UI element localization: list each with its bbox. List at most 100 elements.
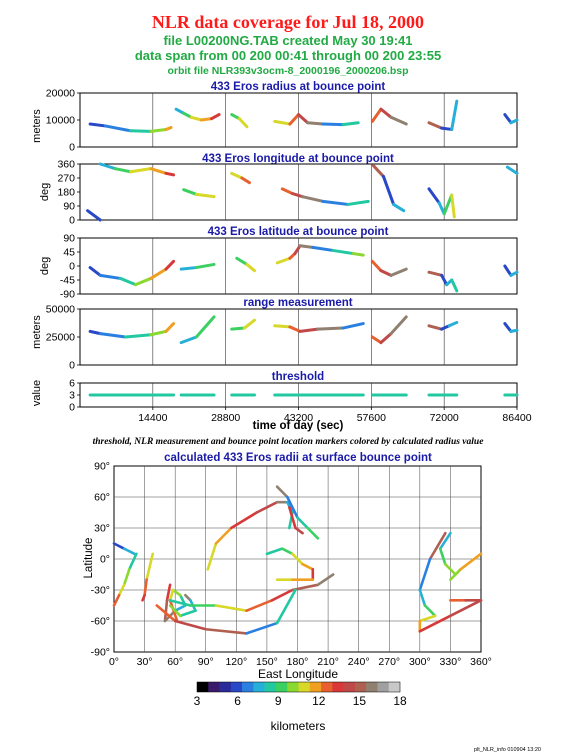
threshold-panel-title: threshold	[272, 371, 324, 383]
data-segment	[194, 315, 216, 339]
colorbar-tick-label: 3	[194, 694, 201, 708]
threshold-panel: threshold value 036 14400 28800 43200 57600 7…	[31, 371, 532, 432]
track-8	[275, 485, 320, 540]
track-segment	[418, 557, 432, 592]
data-segment	[210, 113, 221, 121]
data-segment	[242, 318, 256, 330]
data-segment	[240, 176, 251, 185]
map-x-tick-label: 240°	[348, 656, 370, 668]
series-3	[273, 113, 360, 127]
data-segment	[98, 332, 128, 339]
threshold-ylabel: value	[31, 380, 43, 406]
x-tick-label: 14400	[138, 412, 167, 424]
series-5	[427, 320, 459, 331]
data-segment	[149, 329, 168, 337]
track-segment	[141, 593, 146, 602]
map-title: calculated 433 Eros radii at surface bou…	[164, 452, 432, 464]
data-segment	[230, 326, 246, 331]
data-segment	[440, 126, 454, 131]
series-2	[182, 188, 216, 199]
series-1	[98, 162, 176, 177]
data-segment	[509, 118, 519, 125]
radius-plot-area: 0 10000 20000	[46, 88, 519, 154]
data-segment	[381, 174, 396, 206]
track-2	[141, 552, 155, 602]
track-segment	[423, 604, 437, 618]
series-1	[179, 315, 216, 345]
colorbar-cells	[196, 681, 401, 693]
data-segment	[86, 209, 102, 222]
series-3	[230, 171, 251, 185]
map-x-tick-label: 180°	[287, 656, 309, 668]
latitude-ylabel: deg	[39, 257, 51, 275]
longitude-panel-title: 433 Eros longitude at bounce point	[202, 153, 394, 165]
colorbar-label: kilometers	[271, 719, 326, 733]
map-y-tick-label: 30°	[94, 523, 110, 535]
figure-caption: threshold, NLR measurement and bounce po…	[93, 437, 485, 447]
radii-map-panel: calculated 433 Eros radii at surface bou…	[83, 452, 492, 681]
data-segment	[129, 167, 153, 174]
colorbar-cell	[366, 682, 378, 692]
data-segment	[392, 202, 406, 213]
series-5	[427, 99, 459, 131]
series-4	[370, 107, 408, 126]
data-span-info: data span from 00 200 00:41 through 00 2…	[135, 48, 441, 63]
track-1	[112, 552, 138, 607]
track-segment	[245, 599, 274, 612]
track-segment	[288, 506, 297, 530]
track-segment	[143, 578, 148, 597]
radius-ylabel: meters	[31, 109, 43, 143]
x-tick-label: 43200	[284, 412, 313, 424]
y-tick-label: 25000	[46, 332, 75, 344]
data-segment	[273, 119, 292, 126]
data-segment	[194, 262, 216, 270]
series-3	[273, 322, 365, 333]
map-ylabel: Latitude	[83, 538, 95, 579]
track-segment	[173, 604, 187, 612]
y-tick-label: 0	[69, 402, 75, 414]
x-tick-label: 72000	[430, 412, 459, 424]
track-segment	[206, 542, 218, 571]
longitude-panel: 433 Eros longitude at bounce point deg 0…	[39, 153, 519, 227]
track-segment	[438, 531, 452, 550]
series-6	[503, 322, 519, 333]
colorbar-cell	[377, 682, 390, 692]
data-segment	[503, 322, 513, 333]
longitude-plot-area: 0 90 180 270 360	[57, 159, 519, 227]
radius-panel-title: 433 Eros radius at bounce point	[211, 81, 386, 93]
track-segment	[122, 568, 131, 587]
data-segment	[298, 244, 315, 249]
data-segment	[98, 273, 122, 280]
data-segment	[450, 278, 459, 293]
data-segment	[149, 127, 168, 133]
radius-panel: 433 Eros radius at bounce point meters 0…	[31, 81, 519, 154]
track-segment	[173, 619, 208, 631]
data-segment	[164, 126, 173, 131]
data-segment	[321, 122, 345, 127]
series-0	[86, 209, 102, 222]
track-segment	[265, 547, 284, 556]
data-segment	[440, 273, 449, 287]
track-segment	[449, 568, 462, 581]
map-x-tick-label: 330°	[440, 656, 462, 668]
track-segment	[296, 516, 309, 530]
data-segment	[371, 164, 385, 178]
latitude-panel-title: 433 Eros latitude at bounce point	[208, 226, 389, 238]
data-segment	[503, 264, 513, 277]
map-x-tick-label: 300°	[409, 656, 431, 668]
track-6	[206, 500, 294, 571]
track-segment	[117, 583, 126, 597]
track-segment	[444, 562, 457, 576]
data-segment	[427, 324, 444, 331]
track-segment	[168, 588, 175, 602]
map-x-tick-label: 270°	[378, 656, 400, 668]
data-segment	[427, 187, 441, 205]
data-segment	[194, 192, 216, 199]
data-segment	[341, 121, 360, 127]
y-tick-label: 0	[69, 215, 75, 227]
data-segment	[297, 113, 310, 125]
track-segment	[165, 583, 172, 602]
map-x-tick-label: 120°	[225, 656, 247, 668]
data-segment	[450, 193, 456, 219]
colorbar-cell	[343, 682, 356, 692]
